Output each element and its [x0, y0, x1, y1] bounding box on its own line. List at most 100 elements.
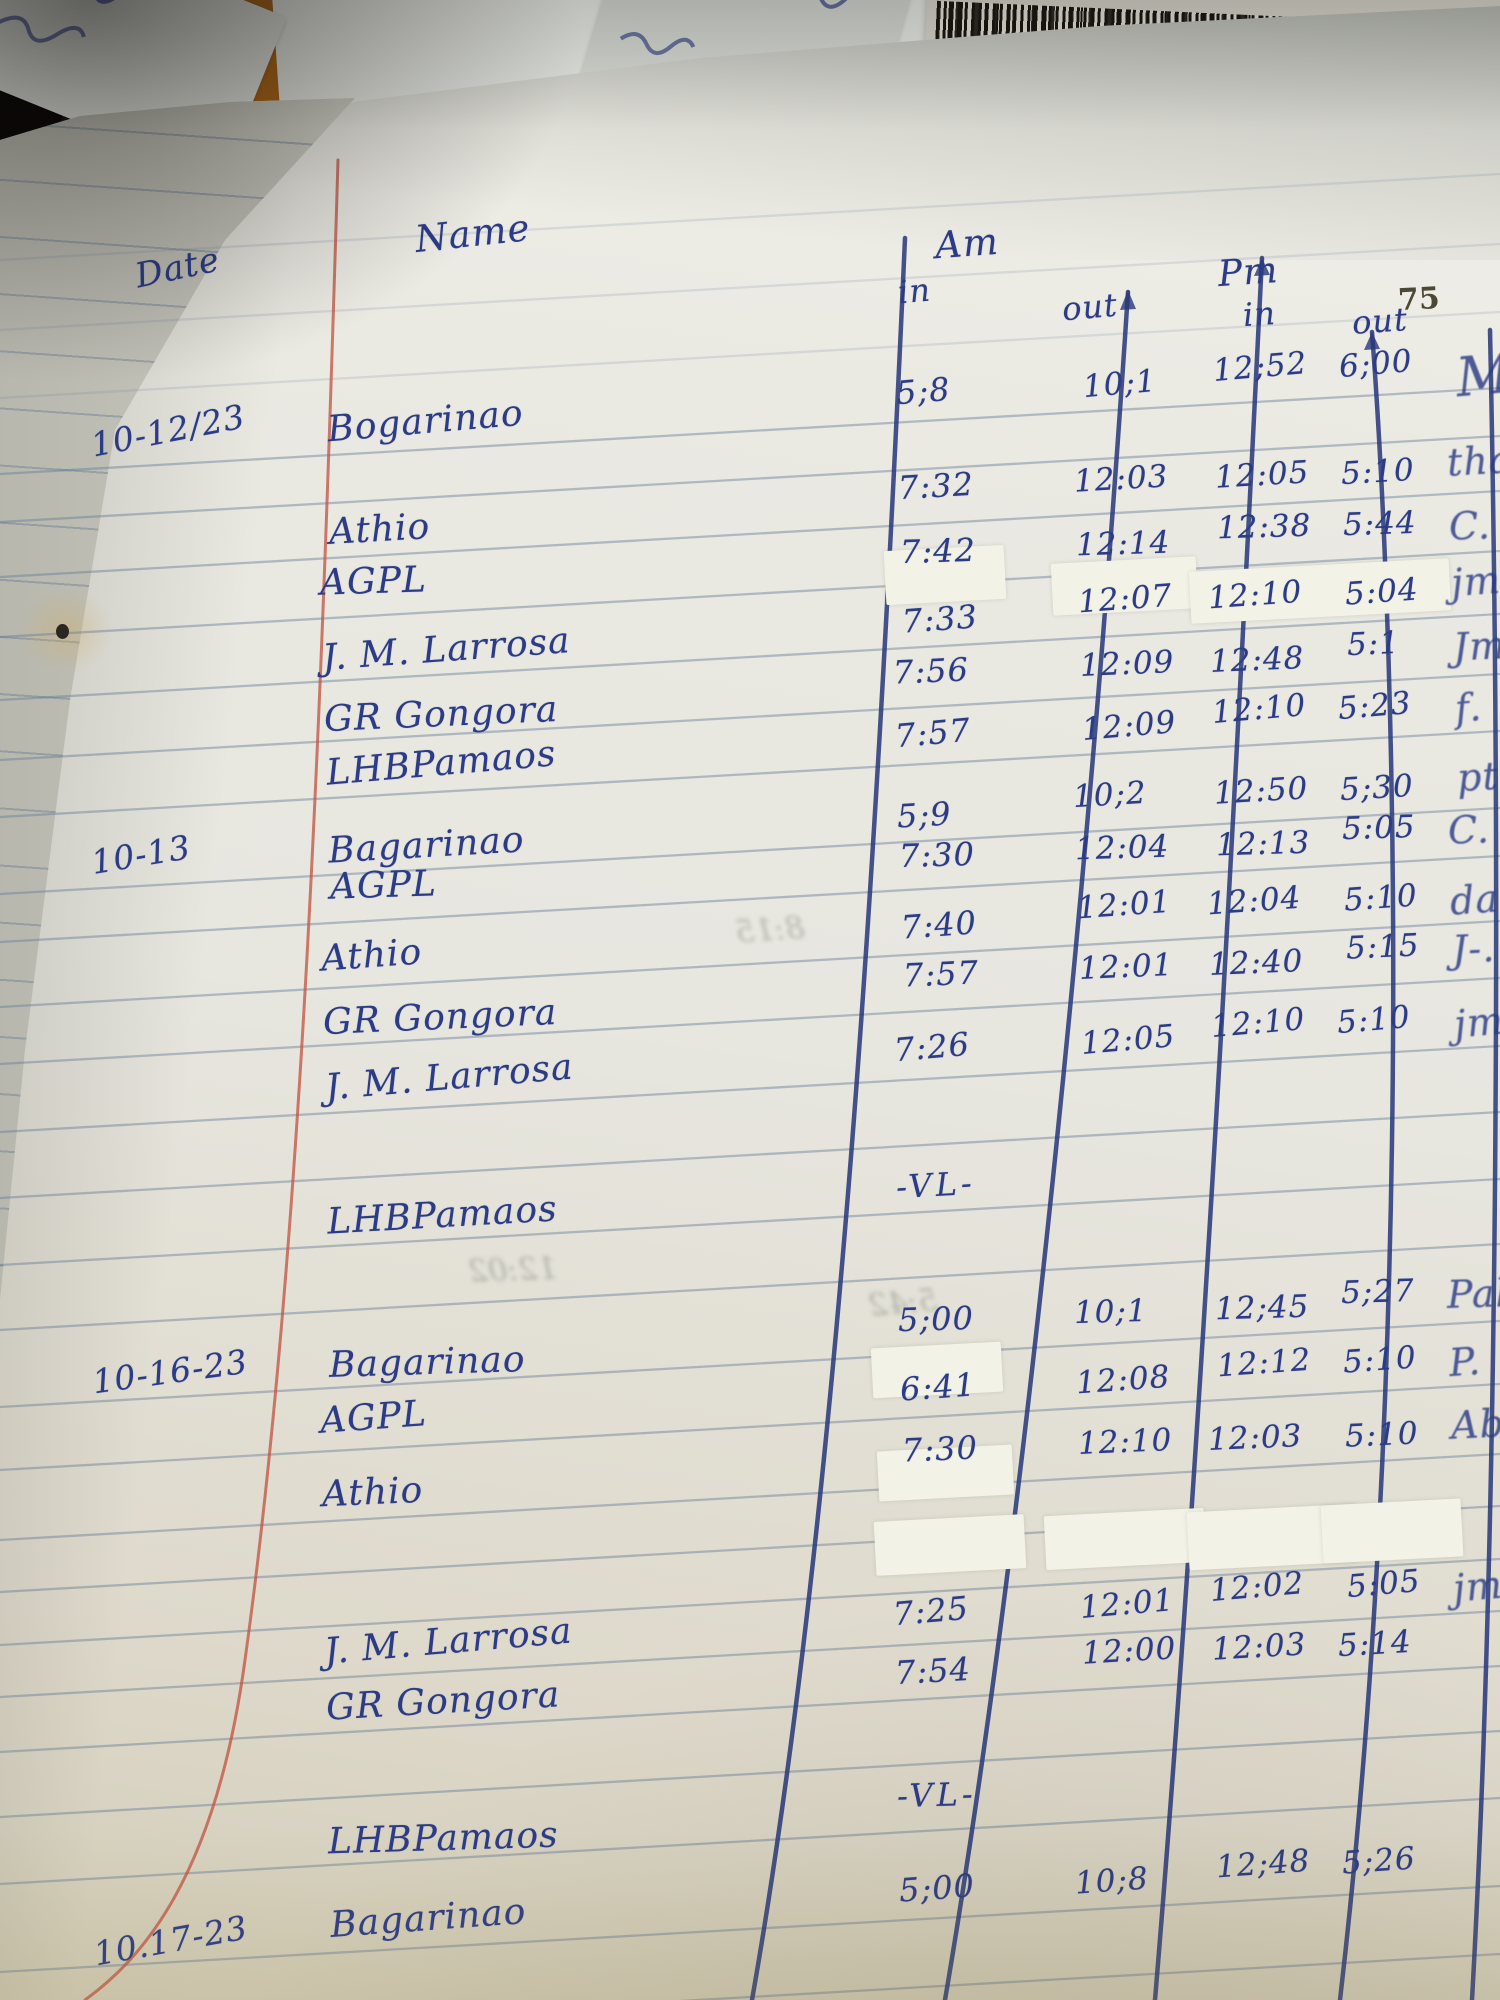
cell-am-out: 12:01 [1075, 883, 1173, 927]
cell-sig: C. [1448, 503, 1492, 549]
cell-pm-out: 5:04 [1343, 571, 1420, 613]
cell-sig: jml [1452, 997, 1500, 1047]
cell-sig: jmf [1451, 1561, 1500, 1611]
cell-pm-in: 12:04 [1205, 879, 1303, 923]
cell-am-out: 10;1 [1081, 362, 1159, 406]
cell-am-out: 12:08 [1074, 1358, 1172, 1402]
cell-am-out: 12:10 [1077, 1421, 1174, 1463]
cell-pm-out: 5:10 [1344, 1415, 1420, 1455]
cell-am-out: 12:07 [1076, 577, 1174, 621]
cell-pm-out: 5:10 [1342, 877, 1419, 919]
cell-am-in: 7:25 [891, 1588, 971, 1634]
cell-pm-out: 5;30 [1339, 767, 1415, 809]
cell-pm-out: 5:10 [1335, 998, 1413, 1042]
cell-am-in: 7:26 [892, 1024, 972, 1070]
cell-am-in: 7:57 [902, 953, 980, 995]
cell-name: Athio [319, 931, 424, 980]
cell-sig: P. [1447, 1338, 1483, 1386]
cell-pm-out: 5:05 [1341, 808, 1417, 848]
ink-bleed-ghost: 12:02 [467, 1250, 558, 1290]
cell-name: Bagarinao [328, 1339, 527, 1386]
header-am: Am [933, 219, 1001, 268]
cell-am-out: 10;8 [1073, 1860, 1150, 1902]
cell-am-out: 12:03 [1073, 458, 1170, 500]
cell-sig: f. [1453, 684, 1484, 732]
cell-am-in: 7:56 [892, 650, 970, 692]
cell-pm-in: 12;48 [1214, 1842, 1312, 1886]
cell-am-in: 7:40 [899, 903, 979, 947]
cell-pm-out: 5;26 [1340, 1840, 1417, 1882]
cell-am-in: 5;9 [895, 794, 953, 836]
cell-pm-in: 12:10 [1206, 573, 1304, 617]
header-pm-in: in [1241, 293, 1278, 335]
correction-tape [873, 1514, 1027, 1576]
cell-pm-in: 12:03 [1207, 1417, 1304, 1459]
cell-am-in: 7:30 [901, 1428, 979, 1470]
ink-dot [56, 624, 69, 639]
cell-am-in: 7:32 [896, 464, 975, 508]
cell-name: Athio [321, 1469, 425, 1516]
cell-am-in: 7:54 [893, 1649, 972, 1693]
cell-pm-in: 12:40 [1208, 942, 1305, 984]
cell-name: AGPL [329, 863, 438, 908]
header-am-out: out [1060, 285, 1120, 329]
cell-pm-out: 5:14 [1337, 1623, 1413, 1665]
cell-pm-in: 12:50 [1213, 770, 1310, 812]
cell-pm-in: 12:38 [1216, 507, 1312, 547]
scan-here-text: Scan Here [1160, 0, 1302, 1]
cell-am-in: -VL- [894, 1163, 977, 1207]
header-am-in: in [896, 270, 933, 312]
cell-am-in: 7:42 [899, 530, 977, 572]
cell-am-in: 5;00 [897, 1866, 977, 1910]
cell-am-in: 5;8 [894, 369, 953, 413]
cell-name: AGPL [318, 1393, 429, 1442]
cell-sig: da [1448, 876, 1500, 924]
cell-pm-out: 5:10 [1341, 1339, 1418, 1381]
cell-pm-in: 12:48 [1209, 639, 1306, 681]
cell-pm-out: 5:44 [1342, 504, 1418, 544]
cell-am-out: 12:01 [1078, 946, 1175, 988]
cell-name: LHBPamaos [327, 1814, 560, 1863]
ink-bleed-ghost: 8:15 [733, 909, 806, 951]
cell-pm-out: 5:05 [1345, 1562, 1423, 1606]
cell-pm-out: 5;27 [1340, 1272, 1416, 1312]
cell-pm-in: 12;45 [1214, 1288, 1310, 1328]
cell-am-in: 7:30 [898, 834, 976, 876]
cell-am-in: 6:41 [898, 1365, 978, 1409]
cell-sig: Pal [1446, 1271, 1500, 1317]
cell-sig: C. [1447, 807, 1491, 853]
cell-sig: M [1453, 341, 1500, 410]
cell-pm-out: 6;00 [1337, 342, 1415, 386]
cell-am-out: 12:04 [1074, 828, 1170, 868]
cell-pm-in: 12:13 [1215, 824, 1311, 864]
cell-sig: tha [1445, 437, 1500, 485]
cell-am-out: 12:14 [1075, 524, 1171, 564]
correction-tape [1043, 1507, 1207, 1571]
cell-pm-in: 12:12 [1215, 1341, 1313, 1385]
header-pm: Pm [1216, 249, 1280, 296]
cell-am-in: 7:57 [893, 710, 973, 756]
cell-pm-in: 12:03 [1211, 1626, 1308, 1668]
cell-am-in: -VL- [896, 1774, 978, 1816]
page-number: 75 [1397, 280, 1441, 319]
cell-am-out: 10;2 [1072, 774, 1148, 816]
cell-pm-out: 5:23 [1336, 684, 1414, 728]
cell-am-out: 12:00 [1081, 1630, 1178, 1672]
cell-sig: jml [1449, 556, 1500, 606]
cell-sig: Jm. [1452, 622, 1500, 670]
cell-am-out: 12:09 [1079, 643, 1176, 685]
cell-pm-out: 5:15 [1345, 927, 1421, 967]
cell-sig: J-. [1451, 926, 1497, 972]
cell-pm-out: 5:1 [1346, 624, 1401, 664]
cell-sig: Abn [1450, 1400, 1500, 1448]
cell-name: AGPL [319, 559, 428, 604]
cell-pm-out: 5:10 [1340, 451, 1416, 493]
cell-am-in: 5;00 [897, 1298, 975, 1340]
correction-tape [1320, 1498, 1464, 1564]
cell-pm-in: 12:05 [1214, 454, 1311, 496]
cell-sig: pt [1455, 753, 1500, 801]
cell-name: Athio [327, 506, 432, 553]
cell-am-in: 7:33 [900, 597, 980, 641]
cell-am-out: 10;1 [1073, 1292, 1149, 1332]
